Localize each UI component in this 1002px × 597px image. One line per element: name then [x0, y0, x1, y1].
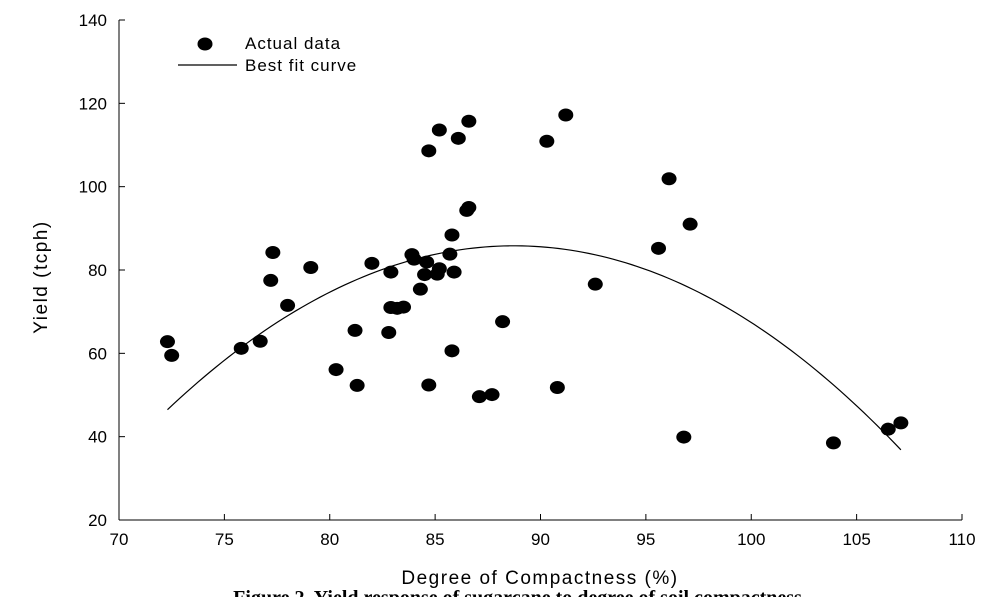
data-point — [421, 144, 437, 158]
data-point — [471, 390, 487, 404]
data-point — [558, 108, 574, 122]
data-point — [347, 323, 363, 337]
data-point — [303, 261, 319, 274]
data-point — [280, 298, 296, 312]
data-point — [412, 282, 428, 296]
x-tick-label: 80 — [320, 530, 339, 549]
data-point — [587, 277, 603, 291]
data-point — [406, 252, 422, 266]
y-tick-label: 80 — [88, 261, 107, 280]
data-point — [676, 430, 692, 444]
data-point — [484, 388, 500, 402]
x-tick-label: 100 — [737, 530, 765, 549]
data-point — [421, 378, 437, 392]
y-tick-label: 100 — [79, 178, 107, 197]
data-point — [252, 334, 268, 348]
figure-caption: Figure 2. Yield response of sugarcane to… — [233, 587, 807, 597]
data-point — [263, 273, 279, 287]
data-point — [381, 326, 397, 339]
x-tick-label: 110 — [948, 530, 975, 549]
x-ticks: 70 75 80 85 90 95 100 105 110 — [110, 514, 976, 549]
data-point — [265, 246, 281, 259]
data-point — [661, 172, 677, 186]
data-point — [880, 422, 896, 436]
data-points — [159, 108, 909, 450]
data-point — [164, 348, 180, 362]
data-point — [442, 247, 458, 261]
data-point — [233, 341, 249, 355]
data-point — [349, 378, 365, 392]
data-point — [893, 416, 909, 430]
data-point — [364, 256, 380, 270]
legend-label-best-fit-curve: Best fit curve — [245, 56, 357, 75]
data-point — [495, 315, 511, 329]
y-tick-label: 140 — [79, 11, 107, 30]
data-point — [328, 363, 344, 377]
data-point — [461, 114, 477, 128]
x-tick-label: 90 — [531, 530, 550, 549]
data-point — [450, 131, 466, 145]
data-point — [417, 268, 433, 282]
data-point — [444, 228, 460, 242]
x-axis-title: Degree of Compactness (%) — [401, 568, 678, 589]
legend-marker-actual-data — [197, 37, 213, 51]
x-tick-label: 75 — [215, 530, 234, 549]
data-point — [446, 265, 462, 279]
data-point — [431, 262, 447, 276]
data-point — [825, 436, 841, 450]
y-ticks: 20 40 60 80 100 120 140 — [79, 11, 125, 530]
data-point — [461, 201, 477, 214]
y-tick-label: 60 — [88, 344, 107, 363]
data-point — [159, 335, 175, 349]
data-point — [444, 344, 460, 358]
data-point — [539, 134, 555, 148]
x-tick-label: 85 — [426, 530, 445, 549]
y-tick-label: 40 — [88, 428, 107, 447]
data-point — [682, 217, 698, 231]
y-axis-title: Yield (tcph) — [31, 220, 52, 333]
x-tick-label: 95 — [636, 530, 655, 549]
x-axis: 70 75 80 85 90 95 100 105 110 — [110, 514, 976, 549]
legend: Actual data Best fit curve — [178, 34, 357, 75]
y-axis: 20 40 60 80 100 120 140 — [79, 11, 125, 530]
data-point — [419, 255, 435, 269]
x-tick-label: 70 — [110, 530, 129, 549]
best-fit-curve — [167, 245, 902, 451]
data-point — [431, 123, 447, 137]
data-point — [396, 300, 412, 314]
x-tick-label: 105 — [842, 530, 870, 549]
data-point — [651, 241, 667, 255]
y-tick-label: 120 — [79, 94, 107, 113]
legend-label-actual-data: Actual data — [245, 34, 341, 53]
data-point — [549, 381, 565, 394]
data-point — [383, 265, 399, 279]
y-tick-label: 20 — [88, 511, 107, 530]
